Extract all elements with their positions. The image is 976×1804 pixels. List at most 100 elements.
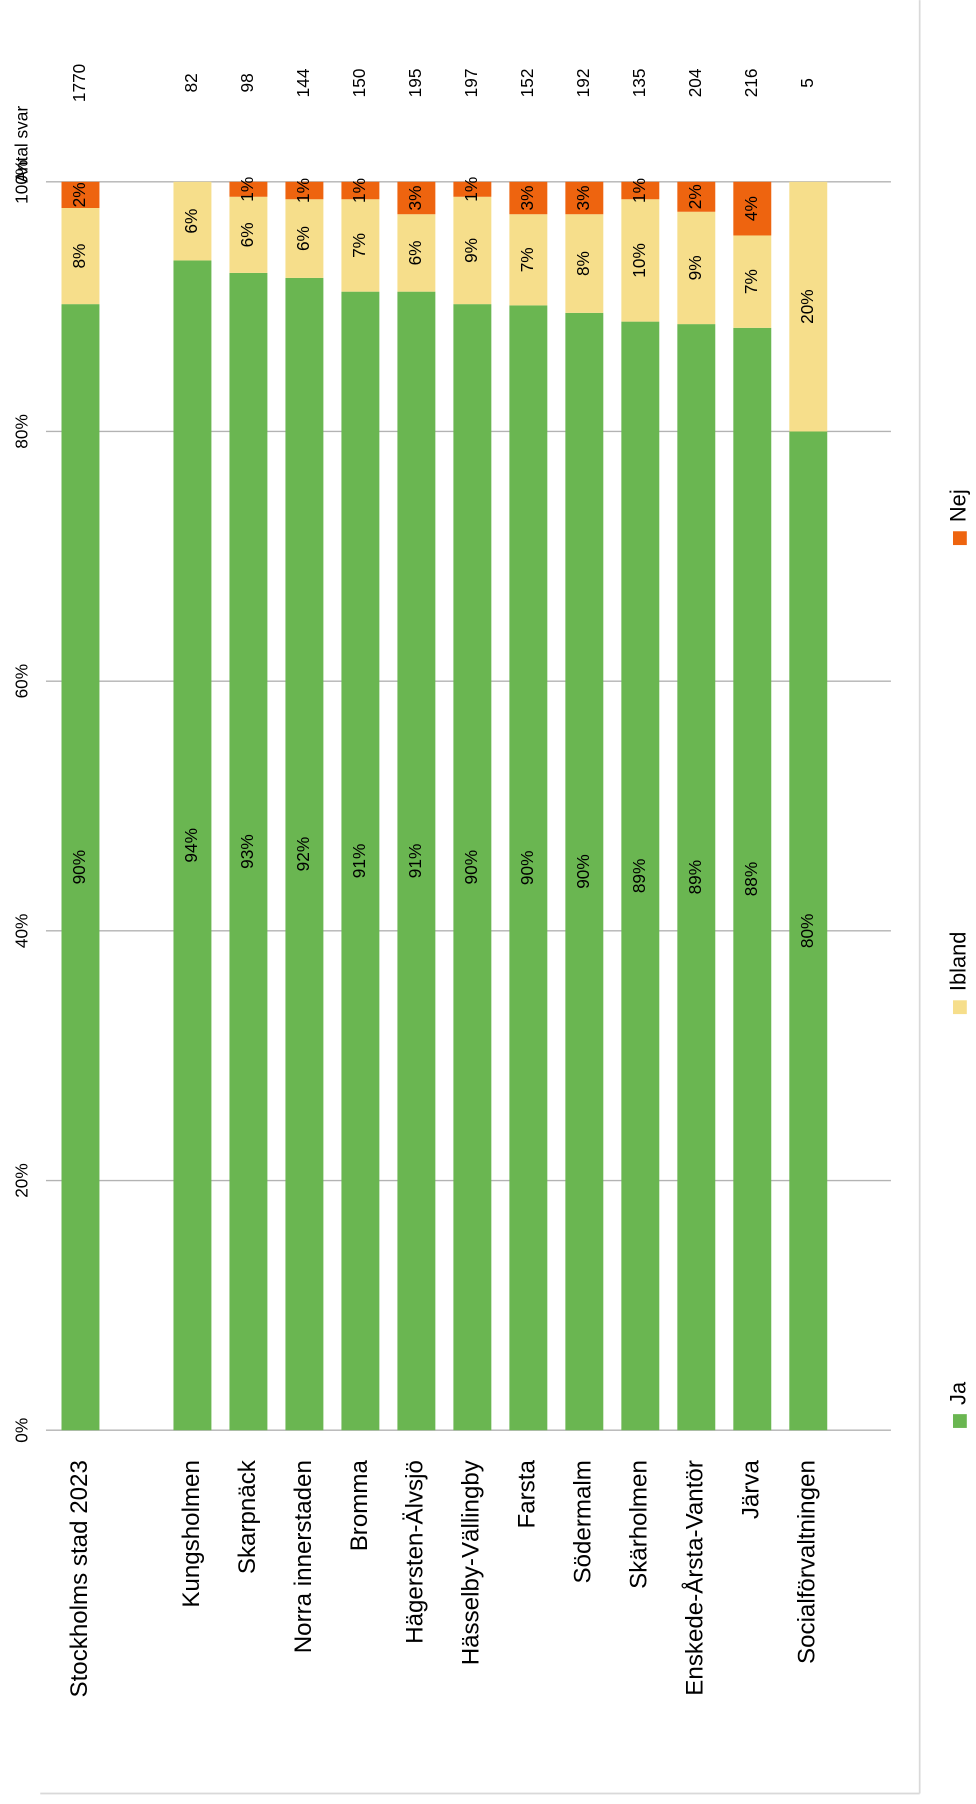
bar-segment [397, 214, 436, 292]
category-label: Södermalm [570, 1460, 597, 1583]
category-label: Stockholms stad 2023 [66, 1460, 93, 1697]
data-label: 90% [69, 850, 89, 885]
bar-segment [733, 181, 772, 236]
bar-segment [229, 181, 268, 197]
data-label: 91% [405, 844, 425, 878]
data-label: 4% [741, 196, 761, 221]
data-label: 90% [461, 850, 481, 885]
y-tick-label: 20% [12, 1163, 32, 1198]
data-label: 1% [629, 178, 649, 203]
bar-segment [733, 235, 772, 328]
bar-segment [285, 181, 324, 200]
y-tick-label: 100% [12, 160, 32, 204]
bar-segment [677, 181, 716, 212]
category-label: Skarpnäck [234, 1459, 261, 1574]
data-label: 3% [573, 186, 593, 211]
bar-segment [397, 291, 436, 1431]
category-label: Järva [738, 1460, 765, 1520]
data-label: 1% [461, 177, 481, 202]
legend-label: Nej [946, 489, 971, 522]
category-label: Enskede-Årsta-Vantör [681, 1460, 709, 1696]
legend-swatch [953, 1414, 967, 1428]
y-tick-label: 60% [12, 664, 32, 698]
data-label: 20% [797, 289, 817, 324]
bar-segment [61, 304, 100, 1431]
data-label: 93% [237, 834, 257, 868]
data-label: 8% [573, 251, 593, 276]
bar-segment [453, 304, 492, 1431]
category-label: Kungsholmen [178, 1460, 205, 1608]
bar-segment [733, 327, 772, 1431]
legend-label: Ibland [946, 932, 971, 991]
bar-segment [341, 199, 380, 292]
bar-segment [285, 199, 324, 278]
legend-swatch [953, 1000, 967, 1015]
bar-segment [229, 272, 268, 1431]
count: 98 [237, 73, 257, 92]
count: 192 [573, 69, 593, 98]
count: 1770 [69, 64, 89, 102]
legend-swatch [953, 531, 967, 546]
y-tick-label: 40% [12, 914, 32, 949]
data-label: 89% [685, 860, 705, 894]
y-tick-label: 0% [12, 1418, 32, 1443]
category-label: Farsta [514, 1460, 541, 1529]
count: 216 [741, 69, 761, 98]
data-label: 3% [517, 186, 537, 211]
data-label: 9% [685, 255, 705, 280]
bar-segment [173, 181, 212, 261]
count: 135 [629, 69, 649, 98]
data-label: 6% [181, 209, 201, 234]
data-label: 2% [69, 182, 89, 207]
count: 144 [293, 68, 313, 97]
bar-segment [173, 260, 212, 1431]
bar-segment [61, 181, 100, 209]
bar-segment [677, 324, 716, 1431]
data-label: 8% [69, 244, 89, 269]
data-label: 94% [181, 828, 201, 863]
bar-segment [789, 431, 828, 1431]
data-label: 10% [629, 243, 649, 277]
data-label: 91% [349, 844, 369, 879]
data-label: 6% [293, 226, 313, 251]
category-label: Socialförvaltningen [794, 1460, 821, 1664]
bar-segment [621, 321, 660, 1431]
legend-label: Ja [946, 1381, 971, 1405]
bar-segment [509, 214, 548, 306]
count-label: Antal svar [12, 106, 32, 183]
count: 204 [685, 68, 705, 97]
data-label: 80% [797, 914, 817, 949]
data-label: 90% [517, 851, 537, 886]
bar-segment [341, 291, 380, 1431]
category-label: Bromma [346, 1460, 373, 1552]
bar-segment [509, 305, 548, 1431]
bar-segment [565, 312, 604, 1431]
data-label: 6% [237, 222, 257, 247]
data-label: 92% [293, 837, 313, 871]
data-label: 2% [685, 184, 705, 209]
bar-segment [621, 181, 660, 200]
category-label: Norra innerstaden [290, 1460, 317, 1653]
count: 82 [181, 73, 201, 92]
data-label: 89% [629, 859, 649, 894]
category-label: Hässelby-Vällingby [458, 1459, 485, 1665]
data-label: 1% [237, 177, 257, 202]
bar-segment [565, 181, 604, 215]
bar-segment [285, 277, 324, 1431]
data-label: 7% [517, 247, 537, 272]
count: 195 [405, 69, 425, 98]
data-label: 9% [461, 238, 481, 263]
bar-segment [453, 181, 492, 197]
bar-segment [453, 196, 492, 305]
count: 152 [517, 69, 537, 98]
bar-segment [61, 208, 100, 305]
count: 197 [461, 69, 481, 98]
data-label: 7% [349, 233, 369, 258]
data-label: 90% [573, 854, 593, 888]
bar-segment [621, 199, 660, 322]
bar-segment [677, 211, 716, 325]
count: 150 [349, 69, 369, 98]
count: 5 [797, 78, 817, 88]
data-label: 1% [349, 178, 369, 203]
data-label: 3% [405, 186, 425, 211]
